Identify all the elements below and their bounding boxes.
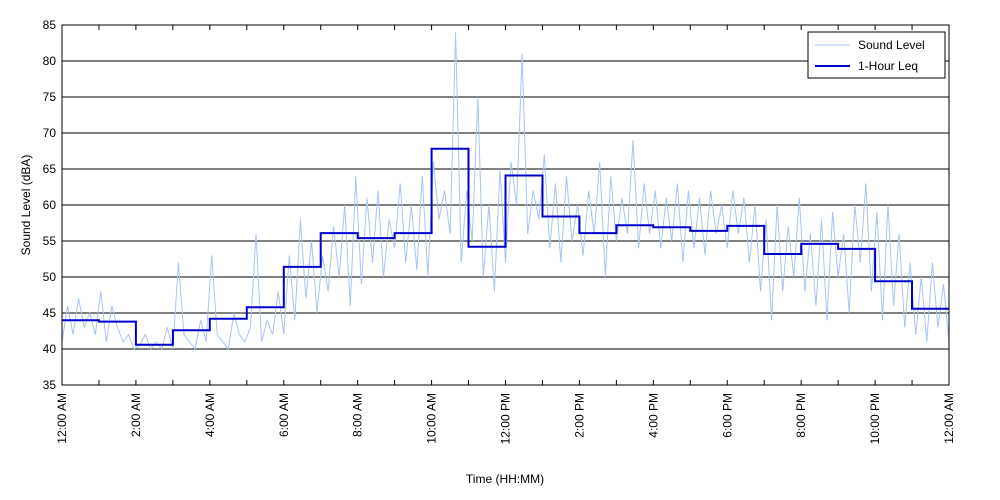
sound-level-line	[61, 32, 950, 351]
x-tick-label-4: 8:00 AM	[351, 393, 365, 437]
x-tick-label-11: 10:00 PM	[868, 393, 882, 444]
y-axis: 35 40 45 50 55 60 65 70 75 80 85	[43, 18, 57, 392]
x-tick-label-12: 12:00 AM	[942, 393, 956, 444]
y-tick-label-5: 60	[43, 198, 57, 212]
y-tick-label-0: 35	[43, 378, 57, 392]
y-tick-label-6: 65	[43, 162, 57, 176]
y-tick-label-4: 55	[43, 234, 57, 248]
x-tick-label-6: 12:00 PM	[499, 393, 513, 444]
y-tick-label-3: 50	[43, 270, 57, 284]
y-axis-title: Sound Level (dBA)	[19, 155, 33, 256]
x-tick-label-0: 12:00 AM	[55, 393, 69, 444]
y-tick-label-7: 70	[43, 126, 57, 140]
x-axis-title: Time (HH:MM)	[466, 472, 544, 486]
legend: Sound Level 1-Hour Leq	[807, 31, 946, 79]
leq-step-line	[62, 147, 949, 346]
y-tick-label-9: 80	[43, 54, 57, 68]
x-tick-label-1: 2:00 AM	[129, 393, 143, 437]
x-tick-label-8: 4:00 PM	[646, 393, 660, 438]
x-tick-label-9: 6:00 PM	[720, 393, 734, 438]
leq-series	[62, 147, 949, 346]
x-tick-label-7: 2:00 PM	[572, 393, 586, 438]
x-tick-label-5: 10:00 AM	[425, 393, 439, 444]
y-tick-label-8: 75	[43, 90, 57, 104]
sound-level-series	[61, 32, 950, 351]
x-tick-label-10: 8:00 PM	[794, 393, 808, 438]
legend-label-sound-level: Sound Level	[858, 38, 925, 52]
x-axis: 12:00 AM 2:00 AM 4:00 AM 6:00 AM 8:00 AM 10:0…	[55, 25, 956, 444]
x-tick-label-3: 6:00 AM	[277, 393, 291, 437]
x-tick-label-2: 4:00 AM	[203, 393, 217, 437]
legend-label-leq: 1-Hour Leq	[858, 59, 918, 73]
legend-box	[807, 31, 946, 79]
y-tick-label-1: 40	[43, 342, 57, 356]
y-tick-label-10: 85	[43, 18, 57, 32]
y-tick-label-2: 45	[43, 306, 57, 320]
